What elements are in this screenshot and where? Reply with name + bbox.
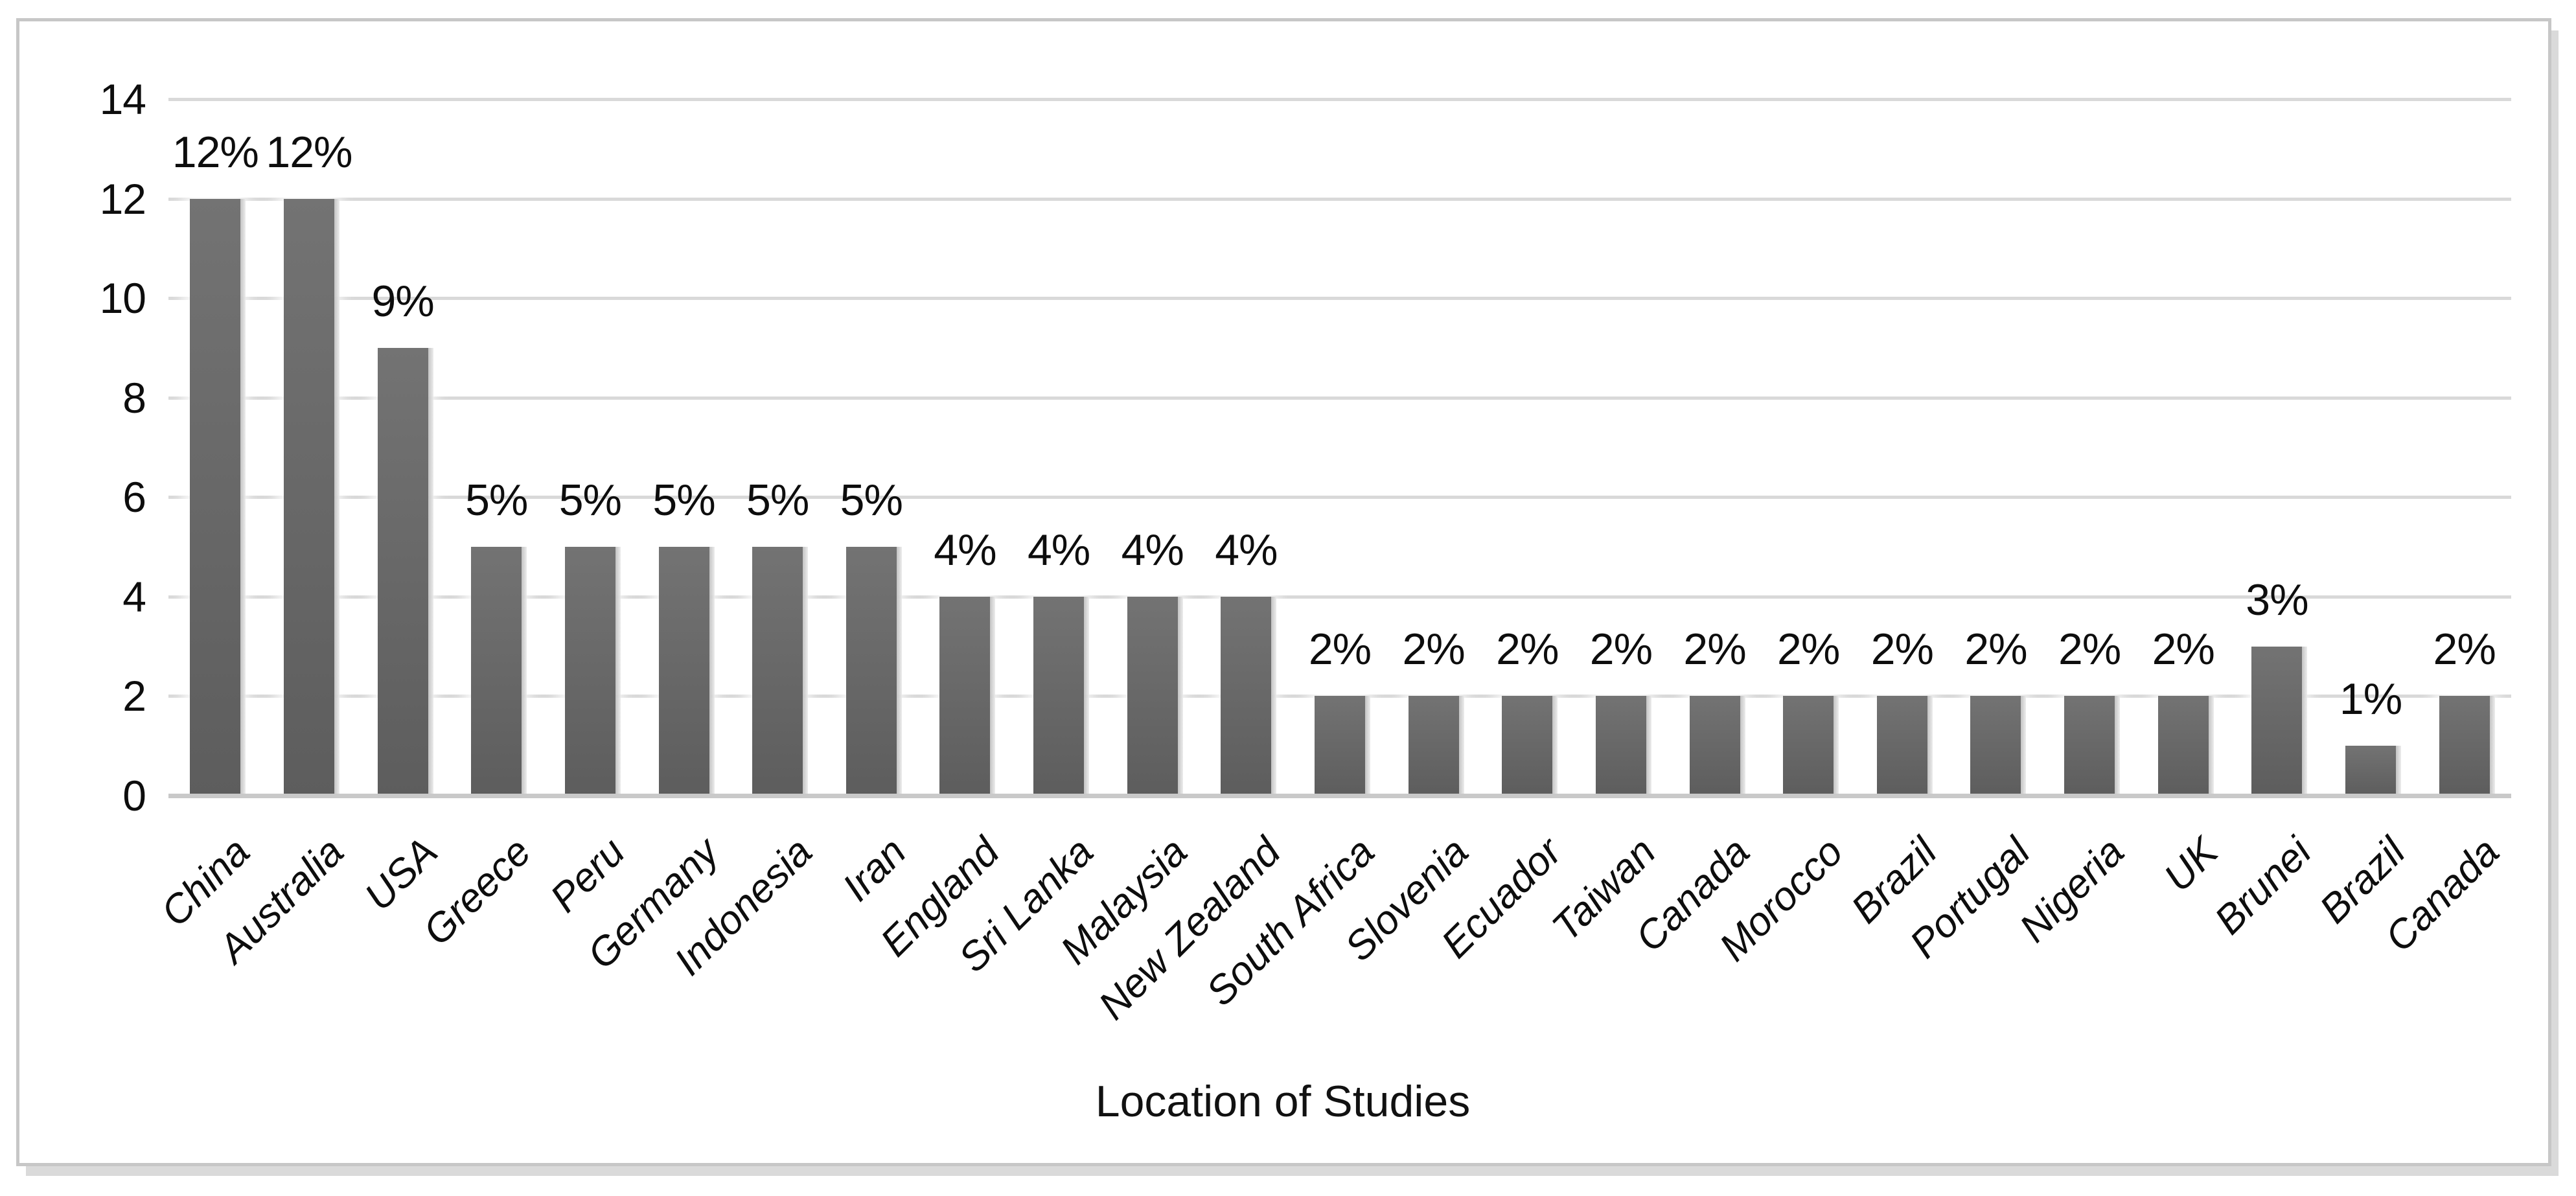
y-tick-label-10: 10 — [99, 274, 146, 323]
data-label-0: 12% — [172, 127, 259, 177]
chart-frame: 0 2 4 6 8 10 12 14 China Australia USA Greece Peru G… — [16, 18, 2551, 1166]
bar-brazil-18 — [1876, 696, 1933, 796]
y-tick-label-8: 8 — [122, 373, 146, 422]
bar-canada-24 — [2439, 696, 2495, 796]
bar-uk-21 — [2157, 696, 2214, 796]
bar-brunei-22 — [2251, 646, 2308, 796]
bar-south-africa-12 — [1315, 696, 1370, 796]
data-label-14: 2% — [1496, 625, 1559, 674]
bar-greece-3 — [471, 547, 527, 796]
bar-peru-4 — [564, 547, 621, 796]
data-label-22: 3% — [2246, 575, 2308, 625]
bar-new-zealand-11 — [1221, 596, 1277, 796]
y-tick-label-12: 12 — [99, 174, 146, 223]
x-category-label-iran-7: Iran — [834, 829, 915, 910]
bar-england-8 — [939, 596, 996, 796]
y-tick-label-14: 14 — [99, 75, 146, 123]
bar-iran-7 — [845, 547, 902, 796]
data-label-21: 2% — [2152, 625, 2215, 674]
data-label-2: 9% — [371, 276, 434, 326]
bar-slovenia-13 — [1408, 696, 1464, 796]
bar-sri-lanka-9 — [1033, 596, 1090, 796]
gridline-y-10 — [168, 297, 2511, 301]
data-label-13: 2% — [1402, 625, 1465, 674]
y-tick-label-4: 4 — [122, 572, 146, 621]
data-label-19: 2% — [1964, 625, 2027, 674]
data-label-1: 12% — [266, 127, 352, 177]
x-category-label-nigeria-20: Nigeria — [2011, 829, 2133, 951]
plot-area — [168, 98, 2511, 798]
bar-usa-2 — [377, 347, 433, 796]
bar-portugal-19 — [1970, 696, 2027, 796]
x-category-label-brunei-22: Brunei — [2206, 829, 2321, 943]
data-label-12: 2% — [1308, 625, 1372, 674]
bar-ecuador-14 — [1502, 696, 1558, 796]
bar-australia-1 — [283, 198, 339, 796]
y-tick-label-6: 6 — [122, 473, 146, 522]
data-label-11: 4% — [1215, 525, 1278, 575]
data-label-6: 5% — [746, 476, 809, 525]
data-label-10: 4% — [1121, 525, 1184, 575]
data-label-15: 2% — [1589, 625, 1653, 674]
data-label-23: 1% — [2339, 674, 2402, 724]
bar-indonesia-6 — [752, 547, 809, 796]
gridline-y-6 — [168, 496, 2511, 500]
gridline-y-4 — [168, 595, 2511, 599]
gridline-y-14 — [168, 98, 2511, 101]
data-label-4: 5% — [558, 476, 622, 525]
data-label-7: 5% — [840, 476, 903, 525]
bar-china-0 — [190, 198, 246, 796]
bar-canada-16 — [1689, 696, 1745, 796]
data-label-24: 2% — [2433, 625, 2496, 674]
data-label-17: 2% — [1777, 625, 1840, 674]
bar-brazil-23 — [2345, 746, 2402, 796]
data-label-5: 5% — [652, 476, 715, 525]
gridline-y-8 — [168, 396, 2511, 400]
bar-germany-5 — [658, 547, 715, 796]
x-axis-line — [168, 794, 2511, 798]
data-label-20: 2% — [2058, 625, 2121, 674]
data-label-8: 4% — [934, 525, 996, 575]
bar-malaysia-10 — [1127, 596, 1183, 796]
y-tick-label-2: 2 — [122, 672, 146, 720]
bar-taiwan-15 — [1595, 696, 1651, 796]
bar-nigeria-20 — [2064, 696, 2121, 796]
y-tick-label-0: 0 — [122, 772, 146, 820]
data-label-16: 2% — [1683, 625, 1746, 674]
gridline-y-12 — [168, 197, 2511, 201]
bar-morocco-17 — [1783, 696, 1839, 796]
data-label-9: 4% — [1027, 525, 1090, 575]
x-axis-title: Location of Studies — [1095, 1077, 1471, 1126]
x-category-label-uk-21: UK — [2155, 829, 2227, 901]
data-label-18: 2% — [1870, 625, 1934, 674]
data-label-3: 5% — [465, 476, 528, 525]
